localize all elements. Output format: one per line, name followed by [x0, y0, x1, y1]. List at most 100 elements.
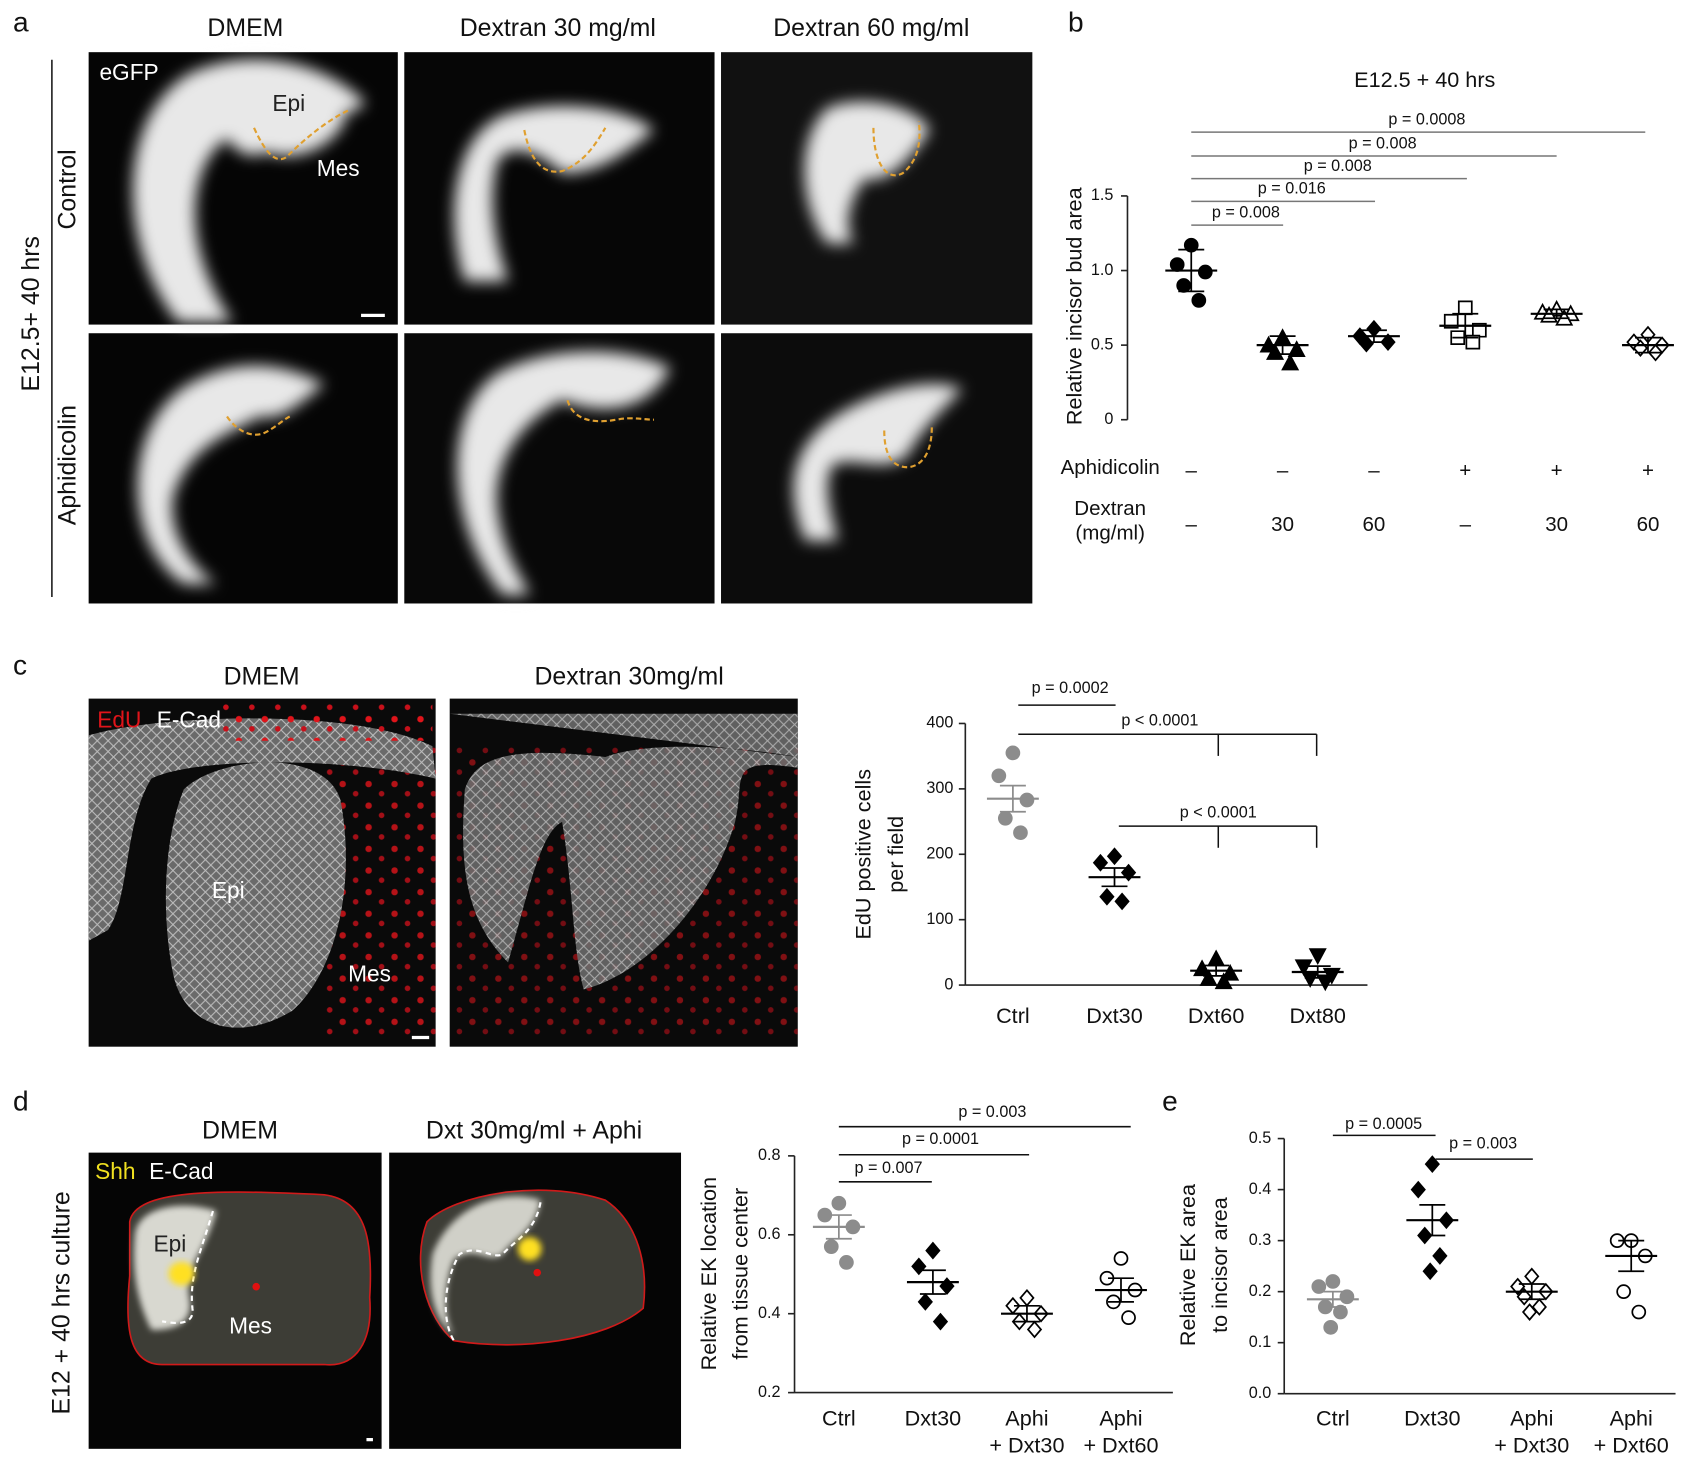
data-point — [997, 810, 1013, 826]
side-label: E12.5+ 40 hrs — [17, 236, 45, 391]
x-tick-label: Ctrl — [1316, 1405, 1350, 1430]
stain-label: EdU — [97, 706, 141, 732]
region-label: Epi — [154, 1231, 187, 1257]
data-point — [1106, 847, 1123, 866]
p-value: p = 0.003 — [958, 1103, 1026, 1121]
data-point — [1114, 892, 1130, 911]
p-value: p < 0.0001 — [1180, 803, 1257, 821]
y-axis-label: Relative EK location — [696, 1177, 721, 1370]
data-point — [1631, 1304, 1647, 1320]
y-tick-label: 0.4 — [758, 1304, 781, 1322]
row-label: Aphidicolin — [54, 405, 82, 525]
y-axis-label: per field — [883, 816, 908, 893]
data-point — [1311, 1279, 1327, 1294]
x-tick-label: Ctrl — [996, 1003, 1030, 1028]
y-tick-label: 0.2 — [1249, 1282, 1272, 1300]
chart-title: E12.5 + 40 hrs — [1354, 67, 1495, 92]
p-value: p = 0.016 — [1258, 180, 1326, 198]
x-tick-label: + Dxt60 — [1594, 1432, 1669, 1457]
data-point — [1333, 1304, 1348, 1320]
data-point — [1380, 333, 1396, 352]
region-label: Mes — [317, 155, 360, 181]
data-point — [1207, 949, 1226, 967]
x-tick-label: Dxt30 — [1086, 1003, 1142, 1028]
data-point — [1443, 313, 1459, 329]
p-value: p = 0.008 — [1304, 157, 1372, 175]
data-point — [911, 1257, 927, 1276]
panel-c-images: DMEM Dextran 30mg/ml EdU E-Cad Epi Mes — [88, 663, 798, 1047]
p-value: p = 0.0001 — [902, 1130, 979, 1148]
y-tick-label: 100 — [926, 910, 953, 928]
data-point — [1358, 334, 1375, 353]
x-tick-label: + Dxt30 — [1494, 1432, 1569, 1457]
epithelium — [449, 713, 798, 990]
scale-bar — [411, 1035, 430, 1040]
x-tick-label: + Dxt60 — [1083, 1432, 1158, 1457]
condition-value: – — [1186, 459, 1198, 482]
scale-bar — [361, 313, 385, 318]
data-point — [1301, 971, 1320, 988]
x-tick-label: Aphi — [1099, 1405, 1142, 1430]
y-tick-label: 0.3 — [1249, 1231, 1272, 1249]
column-header: Dxt 30mg/ml + Aphi — [426, 1117, 642, 1145]
condition-value: 30 — [1271, 513, 1294, 536]
y-tick-label: 0.6 — [758, 1225, 781, 1243]
data-point — [932, 1312, 949, 1331]
data-point — [1465, 334, 1481, 350]
data-point — [1026, 1320, 1043, 1339]
condition-value: 60 — [1363, 513, 1386, 536]
data-point — [1521, 1303, 1538, 1321]
p-value: p < 0.0001 — [1121, 712, 1198, 730]
x-tick-label: Dxt80 — [1290, 1003, 1346, 1028]
y-axis-label: from tissue center — [727, 1188, 752, 1360]
data-point — [1294, 959, 1313, 977]
stain-label: eGFP — [99, 59, 158, 85]
data-point — [1457, 300, 1473, 316]
condition-value: + — [1459, 459, 1471, 482]
stain-label: Shh — [95, 1158, 135, 1184]
column-header: DMEM — [207, 14, 283, 42]
column-header: Dextran 30mg/ml — [534, 663, 723, 691]
data-point — [991, 768, 1007, 784]
panel-label: a — [13, 6, 29, 37]
x-tick-label: Dxt30 — [905, 1405, 961, 1430]
panel-label: c — [13, 650, 27, 681]
data-point — [1616, 1284, 1632, 1299]
micrograph — [404, 52, 715, 325]
condition-value: 30 — [1545, 513, 1568, 536]
p-value: p = 0.008 — [1212, 204, 1280, 222]
data-point — [925, 1241, 941, 1260]
data-point — [1019, 1289, 1035, 1307]
x-tick-label: Ctrl — [822, 1405, 856, 1430]
region-label: Mes — [229, 1313, 272, 1339]
tissue — [133, 59, 963, 595]
y-tick-label: 400 — [926, 714, 953, 732]
region-label: Epi — [212, 877, 245, 903]
y-axis-label: to incisor area — [1207, 1196, 1232, 1333]
data-point — [1287, 340, 1306, 357]
y-tick-label: 1.5 — [1091, 186, 1114, 204]
y-tick-label: 0.2 — [758, 1383, 781, 1401]
data-point — [1013, 825, 1028, 841]
condition-value: – — [1277, 459, 1289, 482]
micrograph — [721, 52, 1033, 325]
data-point — [839, 1255, 854, 1270]
condition-value: – — [1460, 513, 1472, 536]
panel-d-images: DMEM Dxt 30mg/ml + Aphi E12 + 40 hrs cul… — [47, 1117, 682, 1449]
panel-a: DMEM Dextran 30 mg/ml Dextran 60 mg/ml E… — [17, 14, 1033, 604]
condition-value: + — [1551, 459, 1563, 482]
data-point — [1325, 1274, 1341, 1289]
y-axis-label: Relative incisor bud area — [1061, 186, 1086, 425]
y-tick-label: 0.4 — [1249, 1180, 1272, 1198]
data-point — [917, 1292, 933, 1311]
y-axis-label: Relative EK area — [1175, 1183, 1200, 1346]
y-tick-label: 0.5 — [1249, 1129, 1272, 1147]
condition-value: 60 — [1637, 513, 1660, 536]
condition-value: – — [1186, 513, 1198, 536]
data-point — [1176, 278, 1192, 293]
column-header: Dextran 60 mg/ml — [773, 14, 969, 42]
stain-label: E-Cad — [157, 706, 221, 732]
panel-label: d — [13, 1085, 29, 1116]
x-tick-label: + Dxt30 — [989, 1432, 1064, 1457]
